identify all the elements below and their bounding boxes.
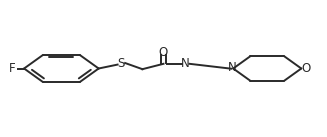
Text: O: O [301, 62, 311, 75]
Text: O: O [159, 46, 168, 59]
Text: N: N [181, 57, 190, 70]
Text: N: N [228, 61, 237, 74]
Text: S: S [118, 57, 125, 70]
Text: F: F [9, 62, 15, 75]
